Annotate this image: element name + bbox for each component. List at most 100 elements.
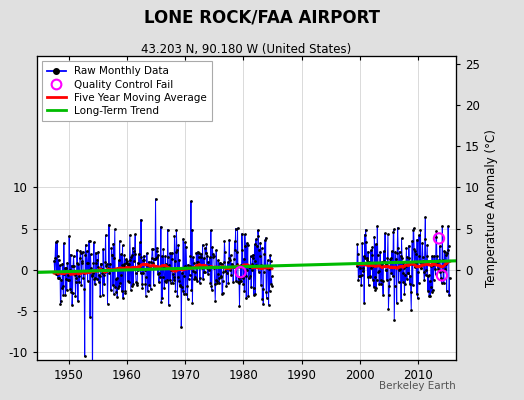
Point: [134, 267, 142, 273]
Point: [200, 269, 209, 275]
Point: [403, 269, 412, 276]
Point: [423, 242, 431, 248]
Point: [380, 258, 388, 264]
Point: [241, 243, 249, 249]
Point: [100, 272, 108, 278]
Point: [180, 291, 188, 297]
Point: [438, 272, 446, 278]
Point: [89, 260, 97, 266]
Point: [128, 251, 136, 258]
Point: [136, 270, 145, 277]
Point: [418, 240, 427, 246]
Point: [117, 251, 125, 257]
Point: [127, 287, 135, 294]
Point: [79, 248, 87, 255]
Point: [261, 235, 270, 241]
Point: [398, 254, 406, 261]
Point: [416, 252, 424, 259]
Point: [418, 259, 426, 265]
Point: [236, 274, 244, 280]
Point: [436, 269, 444, 275]
Point: [82, 248, 91, 254]
Point: [224, 259, 232, 265]
Point: [427, 263, 435, 269]
Point: [445, 292, 453, 298]
Point: [139, 257, 147, 263]
Point: [237, 278, 246, 284]
Point: [439, 268, 447, 274]
Point: [219, 278, 227, 284]
Point: [238, 247, 247, 254]
Point: [206, 227, 215, 233]
Point: [251, 258, 259, 264]
Point: [121, 252, 129, 258]
Point: [239, 275, 247, 281]
Point: [261, 263, 269, 269]
Point: [96, 292, 104, 299]
Point: [65, 233, 73, 239]
Point: [372, 285, 380, 292]
Point: [363, 257, 372, 263]
Point: [165, 262, 173, 268]
Point: [370, 233, 378, 240]
Point: [138, 285, 147, 291]
Point: [110, 255, 118, 262]
Point: [59, 283, 67, 289]
Point: [394, 224, 402, 231]
Point: [140, 257, 149, 263]
Point: [354, 277, 363, 283]
Point: [169, 271, 177, 278]
Point: [88, 272, 96, 279]
Point: [168, 280, 177, 286]
Point: [158, 294, 167, 301]
Point: [118, 242, 127, 248]
Point: [432, 228, 441, 234]
Point: [108, 252, 116, 258]
Point: [256, 252, 264, 259]
Point: [173, 274, 182, 280]
Point: [267, 281, 275, 287]
Point: [214, 275, 223, 281]
Point: [63, 277, 72, 284]
Point: [429, 276, 438, 283]
Point: [215, 280, 223, 286]
Point: [116, 272, 125, 278]
Point: [95, 279, 103, 285]
Point: [397, 235, 406, 242]
Point: [180, 263, 189, 269]
Point: [70, 263, 78, 270]
Point: [374, 269, 383, 276]
Point: [376, 248, 385, 255]
Point: [171, 288, 180, 294]
Point: [383, 267, 391, 273]
Point: [209, 253, 217, 260]
Point: [248, 261, 256, 267]
Point: [200, 268, 208, 275]
Point: [232, 249, 241, 255]
Point: [255, 269, 263, 275]
Point: [89, 270, 97, 276]
Point: [226, 266, 234, 273]
Point: [105, 269, 114, 276]
Point: [253, 263, 261, 269]
Point: [441, 266, 450, 272]
Point: [419, 258, 428, 264]
Point: [393, 250, 401, 257]
Text: Berkeley Earth: Berkeley Earth: [379, 381, 456, 391]
Point: [244, 293, 253, 300]
Point: [445, 275, 454, 281]
Point: [126, 257, 135, 264]
Point: [384, 231, 392, 237]
Point: [87, 264, 95, 271]
Point: [51, 239, 60, 245]
Point: [54, 275, 62, 281]
Point: [120, 261, 128, 267]
Point: [425, 278, 434, 284]
Point: [359, 253, 368, 260]
Point: [191, 269, 199, 275]
Point: [165, 302, 173, 308]
Point: [443, 247, 452, 253]
Point: [114, 257, 123, 264]
Point: [204, 259, 213, 265]
Point: [390, 316, 398, 323]
